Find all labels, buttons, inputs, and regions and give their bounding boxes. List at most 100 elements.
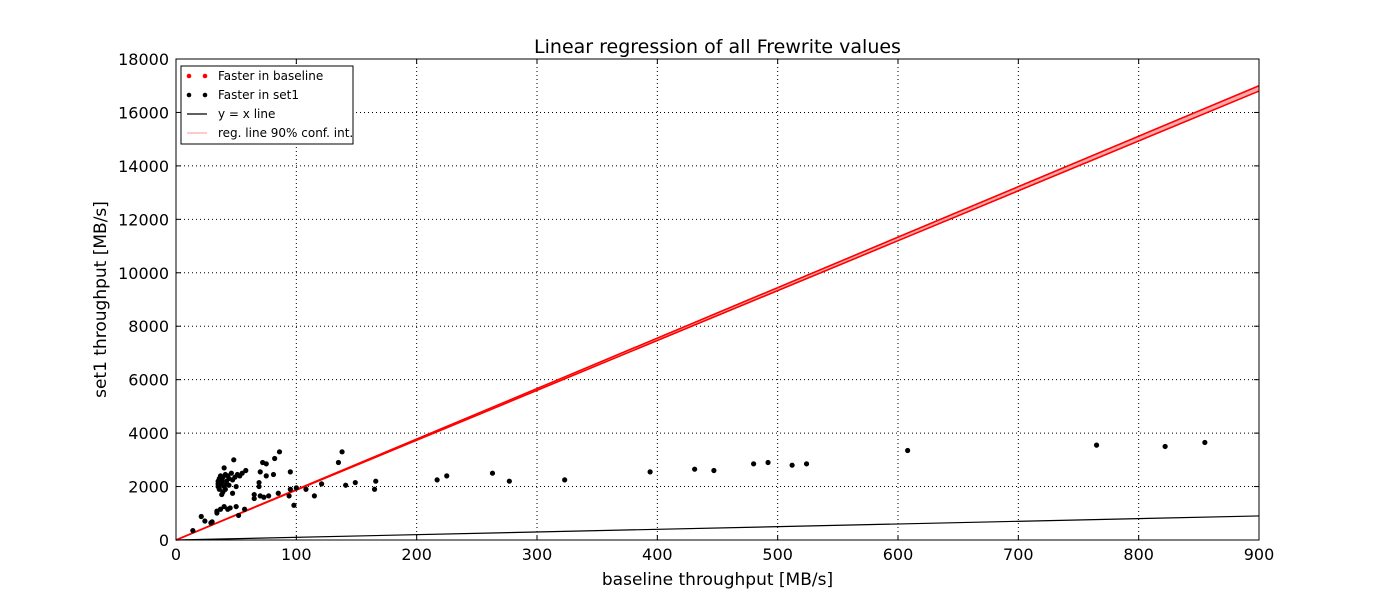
data-point bbox=[231, 457, 237, 463]
data-point bbox=[711, 467, 717, 474]
data-point bbox=[647, 469, 653, 475]
data-point bbox=[263, 473, 269, 479]
data-point bbox=[352, 479, 358, 486]
data-point bbox=[227, 505, 233, 511]
data-point bbox=[751, 461, 757, 467]
y-axis-label: set1 throughput [MB/s] bbox=[91, 201, 111, 398]
data-point bbox=[256, 479, 262, 486]
data-point bbox=[291, 502, 297, 508]
grid bbox=[176, 59, 1259, 540]
data-point bbox=[226, 482, 232, 488]
data-point bbox=[263, 461, 269, 467]
data-point bbox=[233, 503, 239, 510]
x-tick-label: 600 bbox=[883, 545, 914, 564]
y-tick-label: 8000 bbox=[128, 317, 169, 336]
data-point bbox=[243, 467, 249, 474]
x-tick-label: 800 bbox=[1123, 545, 1154, 564]
data-point bbox=[233, 483, 239, 490]
legend-box bbox=[180, 65, 354, 145]
data-point bbox=[202, 518, 208, 524]
data-point bbox=[256, 483, 262, 490]
y-tick-label: 18000 bbox=[118, 50, 169, 69]
data-point bbox=[444, 473, 450, 479]
chart-title: Linear regression of all Frewrite values bbox=[534, 36, 901, 58]
y-tick-label: 16000 bbox=[118, 103, 169, 122]
y-tick-label: 6000 bbox=[128, 371, 169, 390]
data-point bbox=[287, 469, 293, 475]
data-point bbox=[434, 477, 440, 483]
legend-marker-dot bbox=[186, 92, 192, 98]
data-point bbox=[562, 477, 568, 483]
data-point bbox=[303, 486, 309, 492]
data-point bbox=[905, 447, 911, 454]
legend: Faster in baseline Faster in set1 y = x li… bbox=[180, 65, 354, 145]
data-point bbox=[489, 470, 496, 476]
data-point bbox=[261, 494, 267, 500]
data-point bbox=[251, 495, 257, 502]
data-point bbox=[272, 455, 278, 462]
y-tick-label: 12000 bbox=[118, 210, 169, 229]
data-point bbox=[343, 482, 349, 488]
data-point bbox=[241, 506, 248, 512]
data-point bbox=[221, 465, 227, 471]
y-tick-label: 14000 bbox=[118, 157, 169, 176]
plot-frame bbox=[175, 58, 1260, 541]
data-point bbox=[222, 486, 228, 492]
x-tick-label: 700 bbox=[1003, 545, 1034, 564]
data-point bbox=[275, 490, 281, 496]
data-point bbox=[1093, 442, 1100, 448]
data-points bbox=[190, 439, 1208, 534]
legend-label: Faster in set1 bbox=[218, 88, 299, 102]
data-point bbox=[803, 461, 810, 467]
y-tick-label: 10000 bbox=[118, 264, 169, 283]
y-tick-label: 4000 bbox=[128, 424, 169, 443]
data-point bbox=[235, 512, 242, 519]
data-point bbox=[506, 478, 512, 484]
data-point bbox=[373, 478, 379, 484]
data-point bbox=[286, 493, 292, 499]
x-axis-label: baseline throughput [MB/s] bbox=[602, 570, 833, 590]
x-tick-label: 300 bbox=[522, 545, 553, 564]
data-point bbox=[765, 459, 771, 466]
y-tick-label: 2000 bbox=[128, 478, 169, 497]
legend-marker-dot bbox=[186, 73, 192, 79]
reference-lines bbox=[175, 84, 1260, 541]
data-point bbox=[789, 462, 795, 468]
data-point bbox=[1202, 439, 1208, 446]
legend-label: reg. line 90% conf. int. bbox=[218, 126, 353, 140]
data-point bbox=[335, 459, 342, 466]
legend-label: Faster in baseline bbox=[218, 69, 323, 83]
x-tick-label: 0 bbox=[171, 545, 181, 564]
legend-label: y = x line bbox=[218, 107, 275, 121]
y-tick-label: 0 bbox=[159, 531, 169, 550]
regression-upper-line bbox=[175, 84, 1260, 541]
axis-ticks: 0 100 200 300 400 500 600 700 800 900 0 2000 4000 600… bbox=[118, 50, 1274, 564]
x-tick-label: 200 bbox=[401, 545, 432, 564]
data-point bbox=[209, 519, 215, 525]
x-tick-label: 900 bbox=[1244, 545, 1275, 564]
data-point bbox=[239, 470, 245, 476]
data-point bbox=[221, 503, 227, 510]
data-point bbox=[287, 486, 293, 492]
data-point bbox=[217, 506, 224, 512]
y-equals-x-line bbox=[175, 515, 1260, 541]
data-point bbox=[1162, 443, 1168, 450]
data-point bbox=[198, 513, 204, 520]
regression-lower-line bbox=[175, 90, 1260, 541]
data-point bbox=[216, 486, 222, 492]
legend-marker-dot bbox=[202, 92, 208, 98]
data-point bbox=[276, 449, 283, 455]
data-point bbox=[311, 493, 317, 499]
data-point bbox=[339, 449, 345, 455]
legend-marker-dot bbox=[202, 73, 208, 79]
x-tick-label: 400 bbox=[642, 545, 673, 564]
data-point bbox=[266, 493, 272, 499]
data-point bbox=[319, 481, 325, 487]
data-point bbox=[190, 528, 196, 534]
x-tick-label: 500 bbox=[762, 545, 793, 564]
data-point bbox=[293, 485, 299, 491]
data-point bbox=[229, 490, 236, 496]
data-point bbox=[692, 466, 698, 472]
